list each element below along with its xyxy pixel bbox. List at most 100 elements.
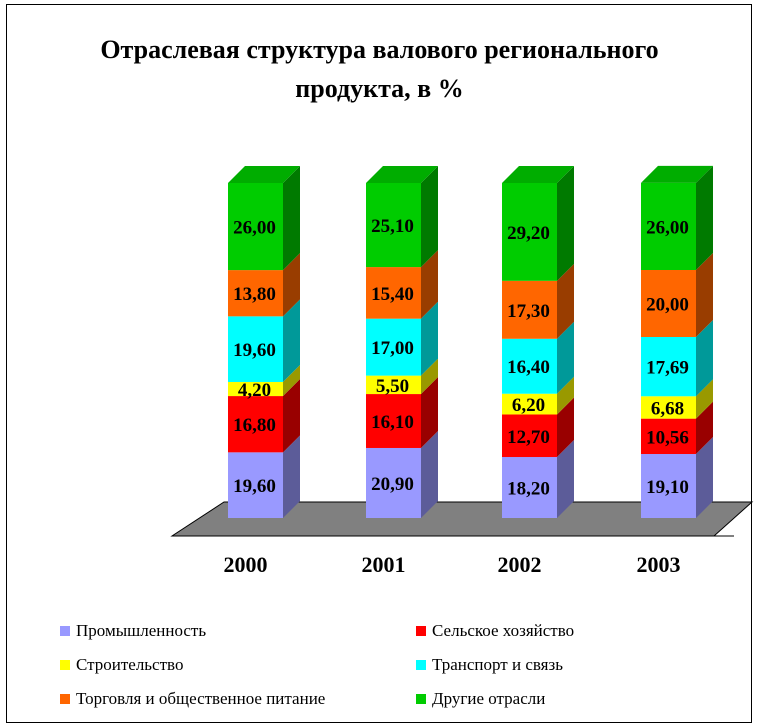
legend-swatch — [60, 626, 70, 636]
legend-item: Сельское хозяйство — [416, 619, 716, 643]
legend-swatch — [416, 626, 426, 636]
legend-item: Транспорт и связь — [416, 653, 716, 677]
bar-segment-front — [641, 269, 696, 337]
bar-segment-side — [696, 401, 713, 455]
bar-segment-side — [421, 166, 438, 268]
data-label: 29,20 — [507, 223, 550, 244]
bar-segment-front — [502, 414, 557, 458]
data-label: 19,60 — [233, 476, 276, 497]
legend-item: Строительство — [60, 653, 416, 677]
category-label-2000: 2000 — [224, 552, 268, 577]
bar-stack-2001: 20,90 16,10 5,50 17,00 15,40 25,10 — [366, 166, 438, 518]
bar-segment-side — [557, 376, 574, 415]
bar-segment-side — [421, 377, 438, 448]
data-label: 13,80 — [233, 284, 276, 305]
legend-label: Сельское хозяйство — [432, 621, 575, 640]
data-label: 20,00 — [646, 294, 689, 315]
bar-segment-front — [366, 318, 421, 376]
bar-segment-front — [228, 452, 283, 518]
category-label-2003: 2003 — [637, 552, 681, 577]
chart-legend: Промышленность Сельское хозяйство Строител… — [60, 619, 750, 711]
bar-segment-side — [421, 430, 438, 518]
bar-segment-side — [421, 250, 438, 319]
bar-segment-front — [228, 183, 283, 271]
bar-segment-front — [502, 280, 557, 339]
bar-segment-front — [228, 396, 283, 453]
bar-segment-front — [366, 394, 421, 448]
legend-label: Промышленность — [76, 621, 207, 640]
data-label: 16,80 — [233, 415, 276, 436]
bar-segment-front — [366, 447, 421, 518]
bar-top-face — [228, 166, 300, 183]
data-label: 15,40 — [371, 284, 414, 305]
legend-swatch — [416, 660, 426, 670]
category-label-2002: 2002 — [498, 552, 542, 577]
bar-segment-front — [641, 418, 696, 455]
data-label: 20,90 — [371, 474, 414, 495]
bar-segment-side — [696, 252, 713, 337]
bar-segment-front — [228, 316, 283, 382]
bar-stack-2000: 19,60 16,80 4,20 19,60 13,80 26,00 — [228, 166, 300, 518]
data-label: 17,30 — [507, 301, 550, 322]
legend-item: Промышленность — [60, 619, 416, 643]
bar-segment-front — [502, 457, 557, 518]
legend-label: Транспорт и связь — [432, 655, 563, 674]
bar-segment-front — [641, 182, 696, 270]
data-label: 17,00 — [371, 338, 414, 359]
bar-stack-2003: 19,10 10,56 6,68 17,69 20,00 26,00 — [641, 165, 713, 518]
bar-segment-front — [502, 183, 557, 281]
legend-swatch — [60, 660, 70, 670]
bar-segment-side — [696, 165, 713, 270]
bar-segment-side — [696, 379, 713, 419]
legend-label: Строительство — [76, 655, 184, 674]
bar-segment-side — [557, 321, 574, 394]
bar-segment-side — [421, 301, 438, 376]
bar-segment-side — [283, 435, 300, 518]
bar-segment-side — [283, 364, 300, 397]
bar-segment-side — [557, 263, 574, 339]
chart-title: Отраслевая структура валового региональн… — [0, 30, 759, 108]
bar-segment-side — [557, 166, 574, 281]
data-label: 16,40 — [507, 357, 550, 378]
bar-top-face — [502, 166, 574, 183]
bar-segment-side — [421, 358, 438, 395]
bar-segment-side — [696, 319, 713, 397]
bar-segment-front — [641, 454, 696, 518]
chart-title-line-1: Отраслевая структура валового региональн… — [100, 35, 659, 64]
legend-item: Другие отрасли — [416, 687, 716, 711]
data-label: 5,50 — [376, 376, 409, 397]
data-label: 6,68 — [651, 398, 684, 419]
data-label: 4,20 — [238, 380, 271, 401]
bar-segment-side — [283, 379, 300, 453]
bar-top-face — [366, 166, 438, 183]
data-label: 6,20 — [512, 395, 545, 416]
data-label: 19,10 — [646, 477, 689, 498]
bar-segment-side — [557, 397, 574, 458]
category-label-2001: 2001 — [362, 552, 406, 577]
data-label: 16,10 — [371, 412, 414, 433]
data-label: 12,70 — [507, 427, 550, 448]
legend-item: Торговля и общественное питание — [60, 687, 416, 711]
bar-segment-front — [366, 375, 421, 395]
data-label: 26,00 — [233, 218, 276, 239]
bar-top-face — [641, 165, 713, 183]
bar-segment-front — [366, 267, 421, 319]
bar-stack-2002: 18,20 12,70 6,20 16,40 17,30 29,20 — [502, 166, 574, 518]
data-label: 26,00 — [646, 217, 689, 238]
bar-segment-front — [641, 396, 696, 419]
chart-title-line-2: продукта, в % — [295, 74, 464, 103]
bar-segment-front — [366, 183, 421, 268]
bar-segment-front — [641, 336, 696, 397]
bar-segment-side — [283, 299, 300, 382]
bar-segment-side — [696, 437, 713, 518]
bar-segment-side — [283, 166, 300, 271]
data-label: 19,60 — [233, 340, 276, 361]
bar-segment-front — [228, 270, 283, 317]
legend-swatch — [60, 694, 70, 704]
data-label: 25,10 — [371, 216, 414, 237]
legend-swatch — [416, 694, 426, 704]
bar-segment-side — [557, 440, 574, 518]
bar-segment-front — [228, 381, 283, 397]
bar-segment-front — [502, 338, 557, 394]
bar-segment-front — [502, 393, 557, 415]
